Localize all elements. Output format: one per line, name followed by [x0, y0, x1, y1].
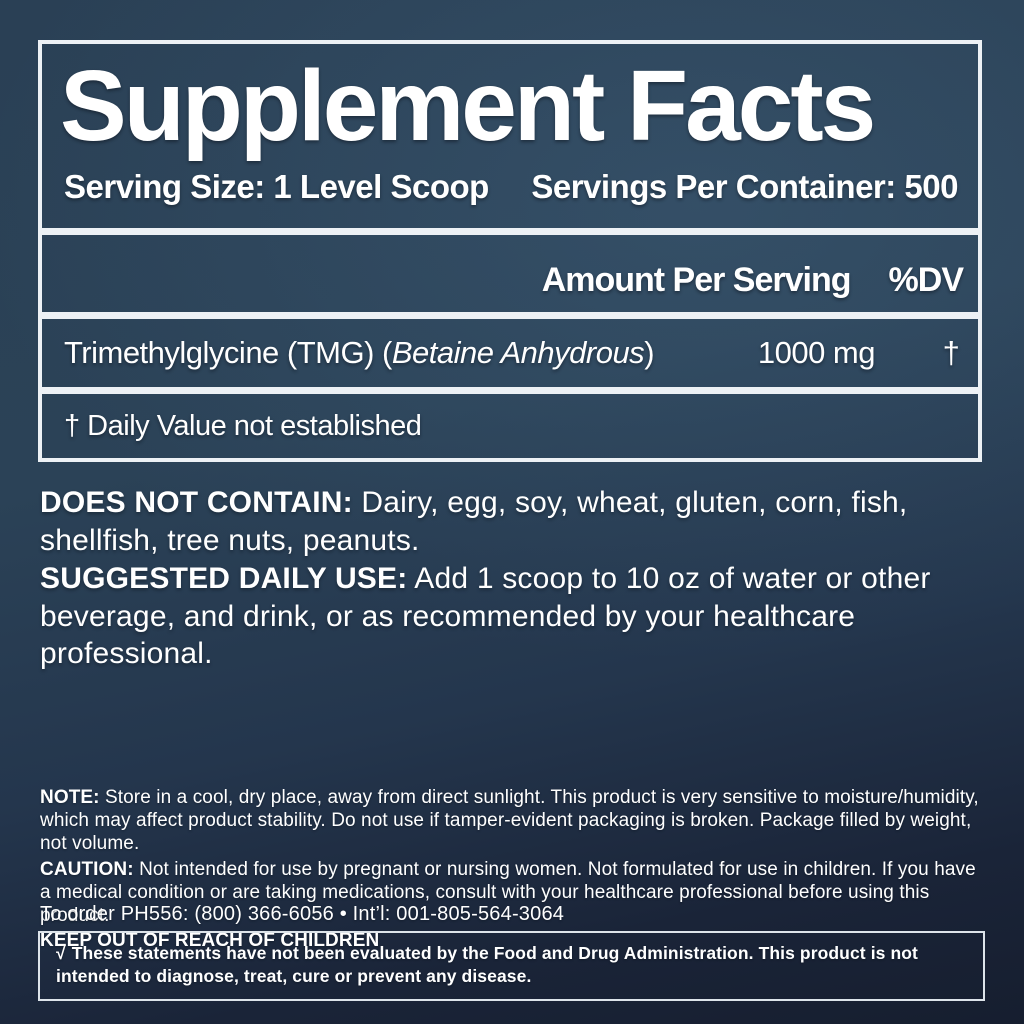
ingredient-name-italic: Betaine Anhydrous [391, 335, 645, 370]
serving-info-row: Serving Size: 1 Level Scoop Servings Per… [42, 168, 978, 206]
does-not-contain-text: Dairy, egg, soy, wheat, gluten, corn, fi… [40, 486, 908, 557]
ingredient-row: Trimethylglycine (TMG) (Betaine Anhydrou… [42, 319, 978, 387]
amount-per-serving-header: Amount Per Serving [541, 261, 852, 299]
fda-disclaimer-box: √ These statements have not been evaluate… [38, 931, 985, 1001]
order-phone-line: To order PH556: (800) 366-6056 • Int’l: … [40, 903, 565, 925]
suggested-daily-use-label: SUGGESTED DAILY USE: [40, 562, 408, 595]
note-text: Store in a cool, dry place, away from di… [40, 787, 979, 855]
panel-title-section: Supplement Facts Serving Size: 1 Level S… [42, 44, 978, 228]
supplement-facts-panel: Supplement Facts Serving Size: 1 Level S… [38, 40, 982, 462]
panel-divider [42, 228, 978, 235]
ingredient-amount: 1000 mg [757, 335, 876, 370]
caution-paragraph: CAUTION: Not intended for use by pregnan… [40, 858, 988, 928]
keep-out-of-reach-warning: KEEP OUT OF REACH OF CHILDREN [40, 930, 380, 952]
suggested-daily-use-text: Add 1 scoop to 10 oz of water or other b… [40, 562, 931, 670]
does-not-contain-paragraph: DOES NOT CONTAIN: Dairy, egg, soy, wheat… [40, 484, 982, 559]
footnote-row: † Daily Value not established [42, 394, 978, 458]
ingredient-name-suffix: ) [644, 335, 655, 370]
dagger-symbol: † [942, 335, 960, 370]
daily-value-footnote: † Daily Value not established [64, 409, 422, 442]
note-paragraph: NOTE: Store in a cool, dry place, away f… [40, 786, 988, 856]
column-header-row: Amount Per Serving %DV [42, 235, 978, 312]
ingredient-name-prefix: Trimethylglycine (TMG) ( [64, 335, 392, 370]
panel-title: Supplement Facts [60, 50, 876, 162]
panel-divider [42, 387, 978, 394]
dv-header: %DV [888, 261, 964, 299]
fda-disclaimer-text: These statements have not been evaluated… [56, 943, 918, 986]
fine-print-block: NOTE: Store in a cool, dry place, away f… [40, 786, 988, 954]
does-not-contain-label: DOES NOT CONTAIN: [40, 486, 353, 519]
caution-label: CAUTION: [40, 858, 134, 880]
check-mark: √ [56, 943, 66, 963]
ingredient-name: Trimethylglycine (TMG) (Betaine Anhydrou… [64, 335, 735, 371]
caution-text: Not intended for use by pregnant or nurs… [40, 858, 976, 926]
note-label: NOTE: [40, 787, 100, 808]
serving-size: Serving Size: 1 Level Scoop [64, 168, 489, 205]
servings-per-container: Servings Per Container: 500 [531, 168, 958, 205]
panel-divider [42, 312, 978, 319]
suggested-daily-use-paragraph: SUGGESTED DAILY USE: Add 1 scoop to 10 o… [40, 560, 982, 673]
